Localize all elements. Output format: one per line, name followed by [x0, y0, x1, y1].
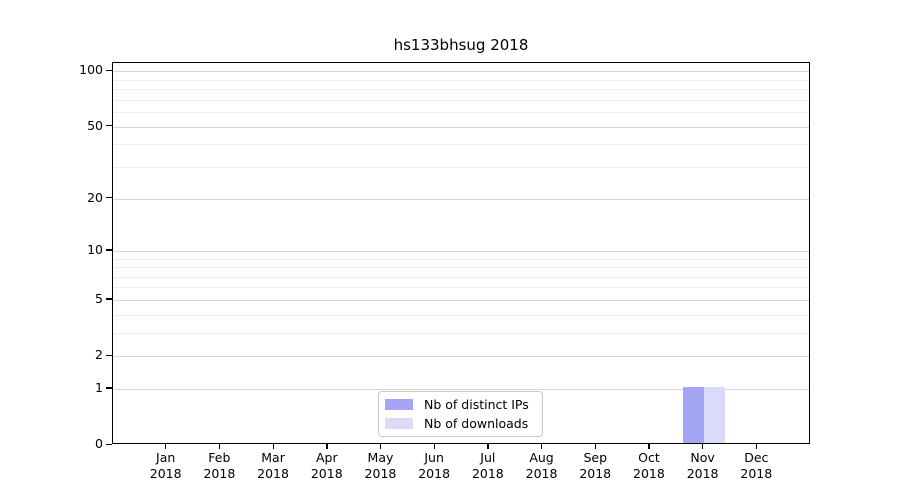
legend-label-downloads: Nb of downloads	[424, 416, 529, 431]
gridline-major	[113, 299, 809, 301]
y-tick-label: 100	[79, 62, 103, 78]
x-tick-month: Feb	[208, 450, 231, 465]
y-tick-label: 2	[95, 347, 103, 363]
bar-series-1-month-Nov	[703, 386, 725, 443]
gridline-minor	[113, 314, 809, 316]
y-tick	[106, 197, 112, 199]
x-tick	[272, 444, 274, 449]
legend: Nb of distinct IPs Nb of downloads	[378, 391, 543, 437]
y-tick-label: 5	[95, 290, 103, 306]
x-tick	[594, 444, 597, 449]
legend-label-distinct-ips: Nb of distinct IPs	[424, 397, 529, 412]
legend-item-downloads: Nb of downloads	[385, 416, 542, 431]
legend-swatch-downloads	[385, 418, 413, 429]
x-tick-year: 2018	[686, 465, 719, 481]
x-tick-month: May	[367, 450, 394, 465]
x-tick	[648, 444, 650, 449]
x-tick-label: Sep 2018	[567, 450, 623, 481]
x-tick-label: Nov 2018	[675, 450, 731, 481]
y-tick	[106, 387, 112, 389]
x-tick-label: Jan 2018	[138, 450, 194, 481]
x-tick-year: 2018	[203, 465, 236, 481]
x-tick-label: Oct 2018	[621, 450, 677, 481]
x-tick-month: Mar	[261, 450, 285, 465]
y-tick-label: 1	[95, 379, 103, 395]
gridline-major	[113, 71, 809, 73]
x-tick-label: Jul 2018	[460, 450, 516, 481]
gridline-minor	[113, 166, 809, 168]
x-tick	[541, 444, 543, 449]
x-tick-year: 2018	[364, 465, 397, 481]
x-tick-month: Oct	[638, 450, 660, 465]
gridline-major	[113, 250, 809, 252]
y-tick	[106, 443, 112, 445]
y-tick-label: 20	[87, 189, 103, 205]
gridline-minor	[113, 258, 809, 260]
x-tick-month: Nov	[690, 450, 715, 465]
gridline-minor	[113, 276, 809, 278]
gridline-minor	[113, 89, 809, 91]
gridline-major	[113, 198, 809, 200]
gridline-major	[113, 388, 809, 390]
x-tick-label: Aug 2018	[514, 450, 570, 481]
y-tick	[106, 298, 112, 300]
x-tick-year: 2018	[418, 465, 451, 481]
x-tick-label: Apr 2018	[299, 450, 355, 481]
x-tick	[165, 444, 167, 449]
y-tick	[106, 354, 112, 356]
x-tick-month: Aug	[529, 450, 554, 465]
x-tick-month: Sep	[583, 450, 607, 465]
x-tick-year: 2018	[579, 465, 612, 481]
x-tick-year: 2018	[310, 465, 343, 481]
gridline-major	[113, 126, 809, 128]
y-tick-label: 50	[87, 117, 103, 133]
x-tick-month: Jun	[424, 450, 444, 465]
x-tick-year: 2018	[740, 465, 773, 481]
gridline-minor	[113, 332, 809, 334]
x-tick	[379, 444, 382, 449]
gridline-minor	[113, 144, 809, 146]
bar-series-0-month-Nov	[682, 386, 704, 443]
x-tick-label: Mar 2018	[245, 450, 301, 481]
x-tick-year: 2018	[257, 465, 289, 481]
x-tick-year: 2018	[633, 465, 665, 481]
x-tick-year: 2018	[149, 465, 182, 481]
gridline-major	[113, 356, 809, 358]
x-tick-month: Jul	[480, 450, 496, 465]
x-tick	[755, 444, 758, 449]
gridline-minor	[113, 267, 809, 269]
y-tick-label: 10	[87, 241, 103, 257]
x-tick-month: Dec	[744, 450, 769, 465]
legend-swatch-distinct-ips	[385, 399, 413, 410]
y-tick	[106, 125, 112, 127]
x-tick-month: Apr	[315, 450, 338, 465]
chart-title: hs133bhsug 2018	[393, 36, 529, 54]
plot-area	[112, 62, 810, 444]
x-tick	[702, 444, 704, 449]
x-tick-label: May 2018	[352, 450, 408, 481]
x-tick-label: Feb 2018	[191, 450, 247, 481]
x-tick	[326, 444, 328, 449]
y-tick-label: 0	[95, 436, 103, 451]
gridline-minor	[113, 287, 809, 289]
gridline-minor	[113, 99, 809, 101]
x-tick	[218, 444, 221, 449]
y-tick	[106, 249, 112, 251]
x-tick-year: 2018	[525, 465, 558, 481]
x-tick-month: Jan	[156, 450, 176, 465]
gridline-minor	[113, 79, 809, 81]
x-tick-year: 2018	[471, 465, 504, 481]
x-tick	[487, 444, 489, 449]
y-tick	[106, 69, 112, 72]
gridline-minor	[113, 112, 809, 114]
legend-item-distinct-ips: Nb of distinct IPs	[385, 397, 542, 412]
x-tick	[433, 444, 435, 449]
x-tick-label: Dec 2018	[728, 450, 784, 481]
x-tick-label: Jun 2018	[406, 450, 462, 481]
